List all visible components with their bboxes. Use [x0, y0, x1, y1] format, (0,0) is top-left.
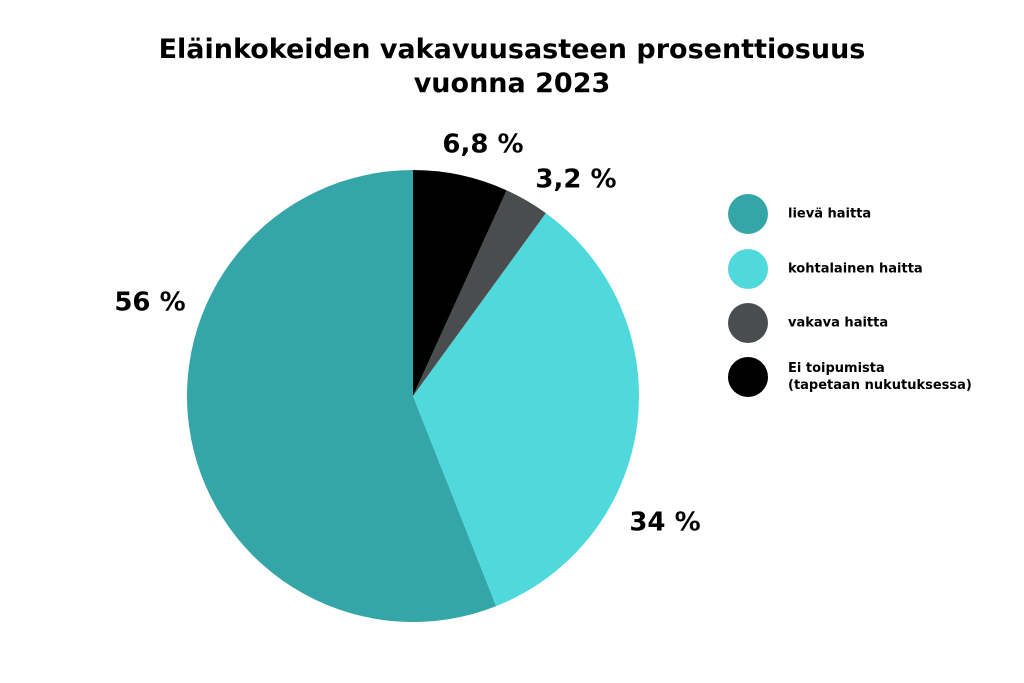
legend-swatch: [728, 357, 768, 397]
value-label: 56 %: [114, 288, 185, 318]
legend-swatch: [728, 194, 768, 234]
legend-label: kohtalainen haitta: [788, 261, 923, 277]
value-label: 6,8 %: [442, 130, 523, 160]
pie-slice: [413, 170, 507, 396]
value-label: 34 %: [629, 508, 700, 538]
legend-label: vakava haitta: [788, 315, 889, 331]
legend-swatch: [728, 249, 768, 289]
legend-label: lievä haitta: [788, 206, 872, 222]
legend-swatch: [728, 303, 768, 343]
pie-slice: [413, 213, 639, 607]
pie-slice: [186, 170, 497, 622]
pie-slice: [413, 190, 546, 396]
legend-label: Ei toipumista (tapetaan nukutuksessa): [788, 361, 972, 393]
value-label: 3,2 %: [535, 165, 616, 195]
chart-title: Eläinkokeiden vakavuusasteen prosenttios…: [158, 34, 866, 99]
